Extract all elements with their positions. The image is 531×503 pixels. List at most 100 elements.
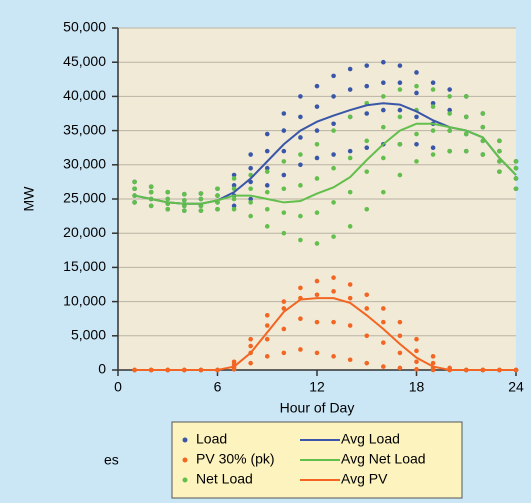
legend-label: PV 30% (pk) — [196, 451, 275, 467]
point — [215, 206, 220, 212]
point — [264, 189, 270, 195]
y-tick-label: 5,000 — [71, 327, 106, 343]
point — [397, 333, 403, 339]
point — [264, 183, 270, 188]
point — [447, 148, 452, 154]
point — [314, 83, 320, 89]
point — [298, 285, 303, 291]
point — [231, 176, 237, 181]
point — [231, 186, 237, 192]
point — [381, 124, 386, 130]
point — [165, 206, 171, 212]
legend-label: Avg Load — [341, 431, 400, 447]
point — [165, 196, 171, 202]
point — [447, 111, 452, 116]
legend-marker — [182, 437, 188, 443]
y-tick-label: 10,000 — [63, 292, 106, 308]
point — [264, 169, 270, 174]
point — [347, 224, 353, 229]
point — [231, 172, 237, 178]
point — [430, 100, 436, 106]
point — [264, 131, 270, 137]
point — [215, 193, 220, 198]
point — [414, 159, 419, 164]
y-tick-label: 25,000 — [63, 190, 106, 206]
point — [298, 213, 303, 219]
point — [132, 186, 137, 192]
point — [248, 343, 253, 349]
point — [281, 350, 287, 356]
point — [331, 73, 336, 79]
y-tick-label: 15,000 — [63, 258, 106, 274]
point — [364, 138, 370, 144]
point — [397, 141, 403, 147]
point — [463, 131, 469, 137]
point — [463, 94, 469, 99]
point — [331, 121, 336, 127]
legend-label: Avg Net Load — [341, 451, 426, 467]
annotation: es — [104, 452, 119, 468]
point — [281, 326, 287, 332]
point — [364, 292, 370, 298]
point — [331, 289, 336, 294]
point — [281, 159, 287, 164]
point — [248, 196, 253, 202]
point — [331, 200, 336, 205]
point — [414, 367, 419, 372]
point — [381, 80, 386, 86]
point — [281, 128, 287, 133]
point — [298, 183, 303, 188]
point — [331, 234, 336, 239]
x-axis-label: Hour of Day — [280, 400, 355, 416]
legend-marker — [182, 477, 188, 483]
point — [331, 275, 336, 280]
point — [182, 198, 187, 203]
point — [447, 128, 452, 133]
point — [447, 107, 452, 113]
point — [281, 210, 287, 215]
point — [281, 186, 287, 192]
y-tick-label: 45,000 — [63, 53, 106, 69]
y-tick-label: 35,000 — [63, 121, 106, 137]
point — [231, 203, 237, 209]
point — [480, 111, 486, 116]
point — [381, 340, 386, 345]
point — [364, 83, 370, 89]
x-tick-label: 18 — [409, 379, 425, 395]
point — [331, 165, 336, 171]
point — [381, 306, 386, 311]
point — [430, 87, 436, 92]
point — [347, 323, 353, 328]
point — [298, 114, 303, 120]
x-tick-label: 6 — [214, 379, 222, 395]
point — [347, 148, 353, 154]
point — [298, 152, 303, 157]
point — [264, 354, 270, 359]
point — [397, 172, 403, 178]
point — [347, 155, 353, 161]
point — [314, 210, 320, 215]
x-tick-label: 24 — [508, 379, 524, 395]
point — [281, 172, 287, 178]
point — [430, 145, 436, 150]
point — [331, 94, 336, 99]
point — [397, 365, 403, 371]
point — [364, 360, 370, 366]
point — [248, 213, 253, 219]
point — [397, 319, 403, 325]
point — [414, 114, 419, 120]
point — [314, 319, 320, 325]
point — [397, 63, 403, 68]
y-tick-label: 30,000 — [63, 156, 106, 172]
point — [314, 104, 320, 109]
point — [414, 83, 419, 89]
point — [314, 176, 320, 181]
point — [314, 278, 320, 284]
point — [281, 306, 287, 311]
point — [397, 80, 403, 86]
point — [314, 128, 320, 133]
point — [397, 114, 403, 120]
point — [281, 111, 287, 116]
point — [148, 189, 154, 195]
point — [430, 354, 436, 359]
